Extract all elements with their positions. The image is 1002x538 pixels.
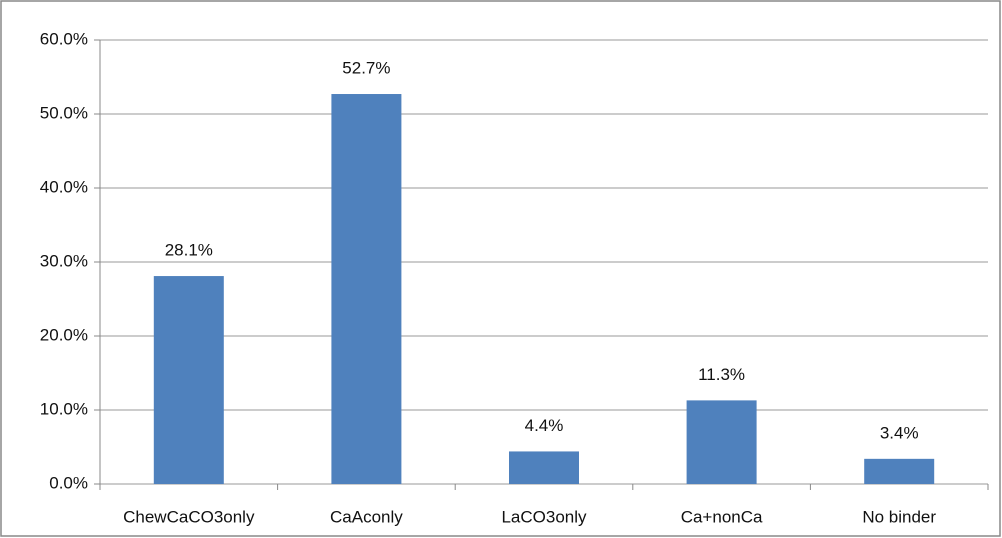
value-label: 4.4% <box>525 416 564 435</box>
x-tick-label: ChewCaCO3only <box>123 507 255 526</box>
y-tick-label: 50.0% <box>40 103 88 122</box>
bar <box>153 276 224 484</box>
x-tick-label: LaCO3only <box>501 507 587 526</box>
bar <box>509 451 579 484</box>
bar <box>864 458 935 484</box>
value-label: 11.3% <box>698 365 745 384</box>
value-label: 3.4% <box>880 423 919 442</box>
y-tick-label: 20.0% <box>40 325 88 344</box>
x-tick-label: No binder <box>862 507 936 526</box>
y-tick-label: 40.0% <box>40 177 88 196</box>
y-tick-label: 0.0% <box>49 473 88 492</box>
bar <box>331 94 402 485</box>
value-label: 28.1% <box>165 241 213 260</box>
y-tick-label: 30.0% <box>40 251 88 270</box>
x-tick-label: Ca+nonCa <box>681 507 763 526</box>
y-tick-label: 10.0% <box>40 399 88 418</box>
bar <box>686 400 757 484</box>
y-tick-label: 60.0% <box>40 29 88 48</box>
value-label: 52.7% <box>342 59 390 78</box>
x-tick-label: CaAconly <box>330 507 403 526</box>
